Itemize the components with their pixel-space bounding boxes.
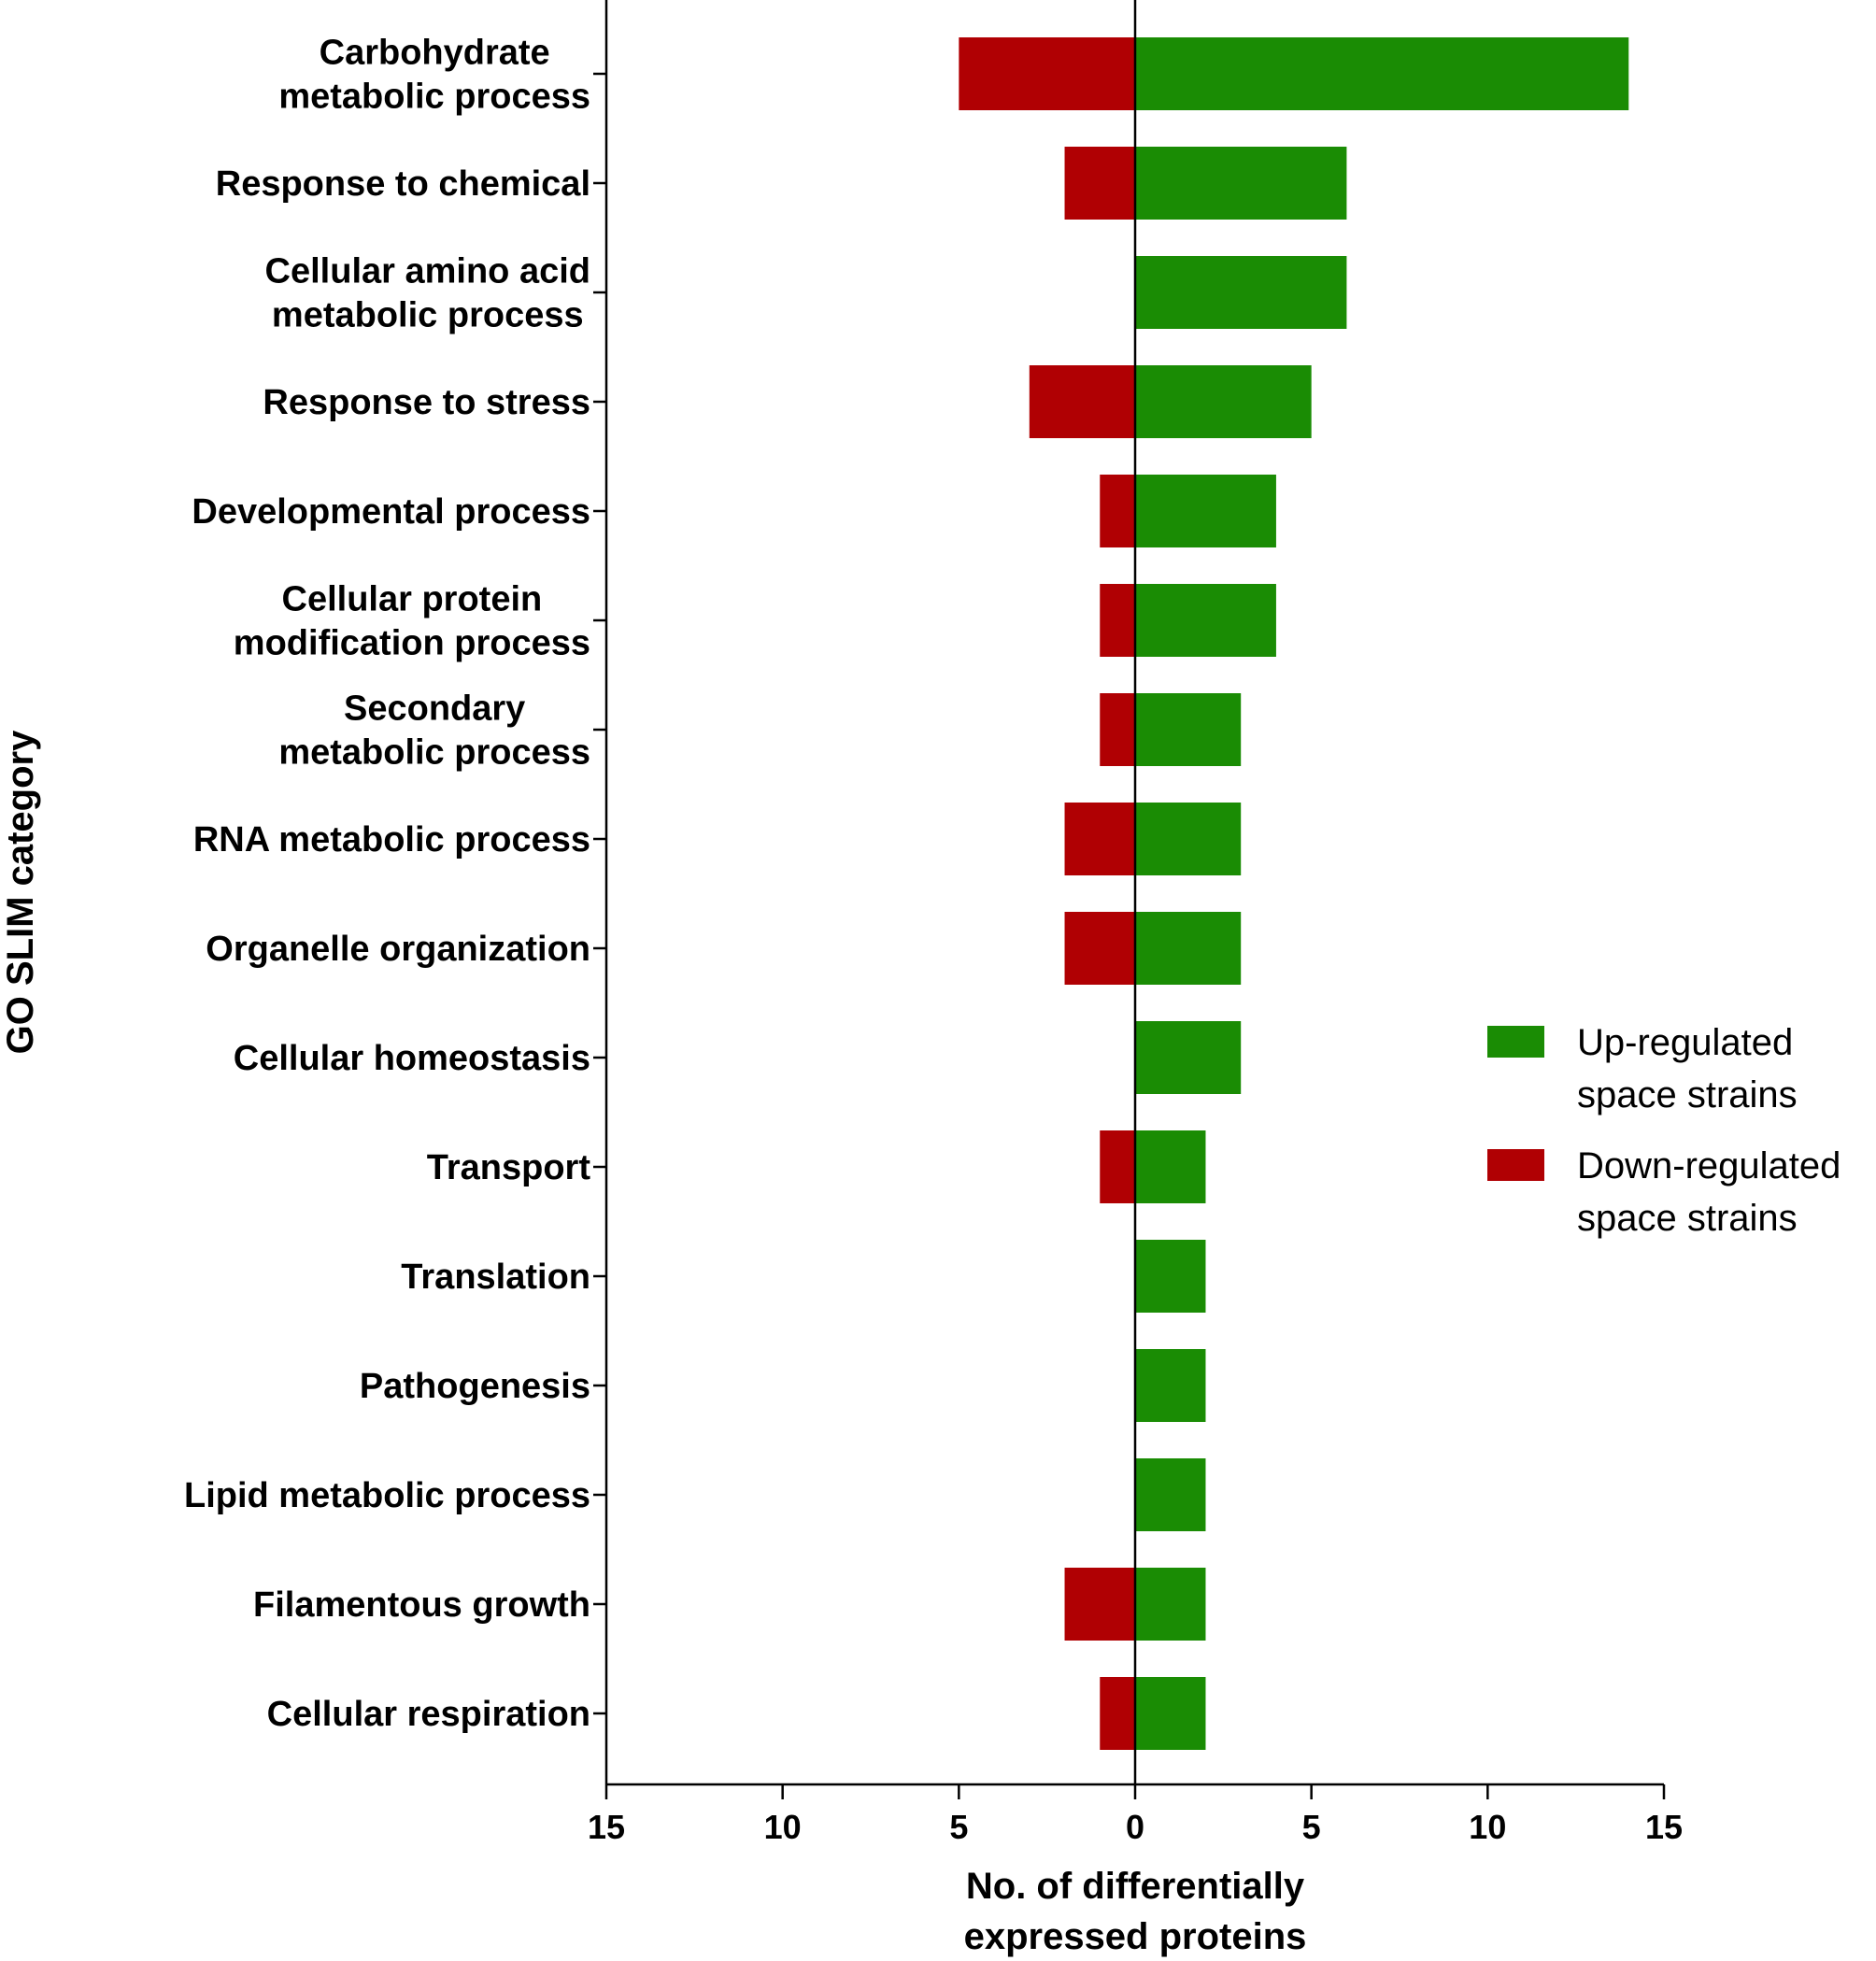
category-label: Response to stress: [263, 383, 590, 422]
bar-up-regulated: [1135, 1349, 1206, 1422]
bar-down-regulated: [1064, 147, 1135, 220]
bar-up-regulated: [1135, 1568, 1206, 1641]
category-label: Response to chemical: [216, 164, 590, 204]
category-label: Secondary metabolic process: [278, 689, 590, 773]
bar-down-regulated: [1064, 912, 1135, 985]
legend-swatch: [1487, 1149, 1544, 1181]
bar-down-regulated: [1029, 365, 1135, 438]
category-label: Pathogenesis: [360, 1367, 590, 1406]
bar-up-regulated: [1135, 803, 1242, 875]
bar-up-regulated: [1135, 912, 1242, 985]
bar-down-regulated: [1100, 475, 1135, 547]
bar-up-regulated: [1135, 1677, 1206, 1750]
bar-up-regulated: [1135, 1021, 1242, 1094]
bar-up-regulated: [1135, 147, 1347, 220]
category-label: Cellular homeostasis: [234, 1039, 590, 1078]
bar-down-regulated: [1100, 584, 1135, 657]
x-tick-label: 15: [1645, 1808, 1683, 1846]
category-label: Cellular amino acid metabolic process: [265, 252, 590, 335]
y-axis-title: GO SLIM category: [0, 730, 41, 1054]
x-tick-label: 0: [1126, 1808, 1144, 1846]
bar-down-regulated: [1100, 1677, 1135, 1750]
bar-up-regulated: [1135, 365, 1312, 438]
x-axis-ticks: 15 10 5 0 5 10 15: [588, 1784, 1683, 1846]
bar-up-regulated: [1135, 475, 1276, 547]
category-label: Transport: [427, 1148, 591, 1187]
x-tick-label: 5: [949, 1808, 968, 1846]
bar-down-regulated: [959, 37, 1135, 110]
category-label: Lipid metabolic process: [184, 1476, 590, 1515]
down-regulated-bars: [959, 37, 1135, 1750]
bar-up-regulated: [1135, 1130, 1206, 1203]
bar-up-regulated: [1135, 693, 1242, 766]
bar-down-regulated: [1064, 1568, 1135, 1641]
legend-label: Down-regulated space strains: [1577, 1145, 1840, 1239]
bar-down-regulated: [1064, 803, 1135, 875]
bar-down-regulated: [1100, 693, 1135, 766]
legend-label: Up-regulated space strains: [1577, 1022, 1798, 1115]
bar-up-regulated: [1135, 256, 1347, 329]
bar-up-regulated: [1135, 37, 1629, 110]
legend: Up-regulated space strains Down-regulated s…: [1487, 1022, 1840, 1239]
category-label: Developmental process: [192, 492, 590, 532]
bar-up-regulated: [1135, 584, 1276, 657]
bar-up-regulated: [1135, 1458, 1206, 1531]
category-label: Cellular respiration: [267, 1695, 590, 1734]
category-label: Translation: [401, 1258, 590, 1297]
x-tick-label: 10: [1469, 1808, 1506, 1846]
category-label: Cellular protein modification process: [234, 580, 590, 663]
x-tick-label: 15: [588, 1808, 625, 1846]
legend-swatch: [1487, 1026, 1544, 1058]
category-label: Organelle organization: [206, 930, 590, 969]
x-tick-label: 10: [764, 1808, 802, 1846]
up-regulated-bars: [1135, 37, 1629, 1750]
bar-down-regulated: [1100, 1130, 1135, 1203]
axes: [593, 0, 1664, 1786]
x-tick-label: 5: [1302, 1808, 1321, 1846]
category-labels: Carbohydrate metabolic process Response to…: [184, 34, 590, 1735]
category-label: Filamentous growth: [253, 1585, 590, 1625]
bar-up-regulated: [1135, 1240, 1206, 1313]
category-label: RNA metabolic process: [193, 820, 590, 860]
category-label: Carbohydrate metabolic process: [278, 34, 590, 117]
x-axis-title: No. of differentially expressed proteins: [964, 1866, 1307, 1957]
